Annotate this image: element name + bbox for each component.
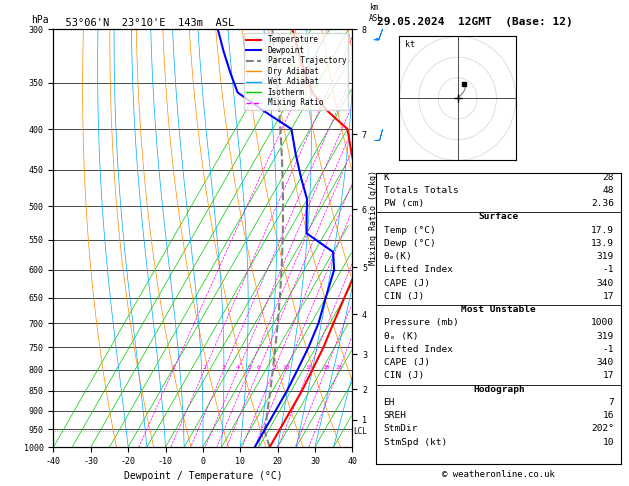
Text: Lifted Index: Lifted Index [384,345,452,354]
Text: -1: -1 [603,345,614,354]
Text: 1000: 1000 [591,318,614,328]
Text: 340: 340 [597,358,614,367]
Text: 17.9: 17.9 [591,226,614,235]
Text: -1: -1 [603,265,614,274]
Text: 2.36: 2.36 [591,199,614,208]
Text: θₑ (K): θₑ (K) [384,331,418,341]
Text: km
ASL: km ASL [369,3,382,23]
Text: 1: 1 [172,364,175,370]
Text: kt: kt [405,40,415,49]
Text: © weatheronline.co.uk: © weatheronline.co.uk [442,469,555,479]
Text: 17: 17 [603,292,614,301]
Text: hPa: hPa [31,15,48,25]
Text: 3: 3 [222,364,226,370]
Text: 10: 10 [603,437,614,447]
Text: 17: 17 [603,371,614,381]
Text: Temp (°C): Temp (°C) [384,226,435,235]
Text: 319: 319 [597,252,614,261]
Text: 7: 7 [608,398,614,407]
Text: 5: 5 [247,364,251,370]
Text: Hodograph: Hodograph [473,384,525,394]
Text: 202°: 202° [591,424,614,434]
Text: 48: 48 [603,186,614,195]
Text: Most Unstable: Most Unstable [462,305,536,314]
Text: CAPE (J): CAPE (J) [384,278,430,288]
Text: 25: 25 [335,364,343,370]
Text: 29.05.2024  12GMT  (Base: 12): 29.05.2024 12GMT (Base: 12) [377,17,573,27]
Text: Pressure (mb): Pressure (mb) [384,318,459,328]
Text: 16: 16 [603,411,614,420]
Text: 10: 10 [282,364,290,370]
Text: CIN (J): CIN (J) [384,292,424,301]
Text: CIN (J): CIN (J) [384,371,424,381]
Text: 28: 28 [603,173,614,182]
X-axis label: Dewpoint / Temperature (°C): Dewpoint / Temperature (°C) [123,471,282,482]
Text: Lifted Index: Lifted Index [384,265,452,274]
Text: StmSpd (kt): StmSpd (kt) [384,437,447,447]
Text: 8: 8 [272,364,276,370]
Text: SREH: SREH [384,411,406,420]
Text: θₑ(K): θₑ(K) [384,252,412,261]
Text: K: K [384,173,389,182]
Text: Surface: Surface [479,212,519,221]
Text: EH: EH [384,398,395,407]
Text: 20: 20 [322,364,330,370]
Text: 2: 2 [203,364,206,370]
Text: 15: 15 [305,364,313,370]
Text: 13.9: 13.9 [591,239,614,248]
Text: CAPE (J): CAPE (J) [384,358,430,367]
Text: LCL: LCL [353,427,367,435]
Text: StmDir: StmDir [384,424,418,434]
Text: 340: 340 [597,278,614,288]
Text: 4: 4 [236,364,240,370]
Text: 53°06'N  23°10'E  143m  ASL: 53°06'N 23°10'E 143m ASL [53,18,235,28]
Text: 319: 319 [597,331,614,341]
Text: Totals Totals: Totals Totals [384,186,459,195]
Text: Dewp (°C): Dewp (°C) [384,239,435,248]
Text: Mixing Ratio (g/kg): Mixing Ratio (g/kg) [369,170,377,265]
Legend: Temperature, Dewpoint, Parcel Trajectory, Dry Adiabat, Wet Adiabat, Isotherm, Mi: Temperature, Dewpoint, Parcel Trajectory… [244,33,348,110]
Text: PW (cm): PW (cm) [384,199,424,208]
Text: 6: 6 [257,364,260,370]
